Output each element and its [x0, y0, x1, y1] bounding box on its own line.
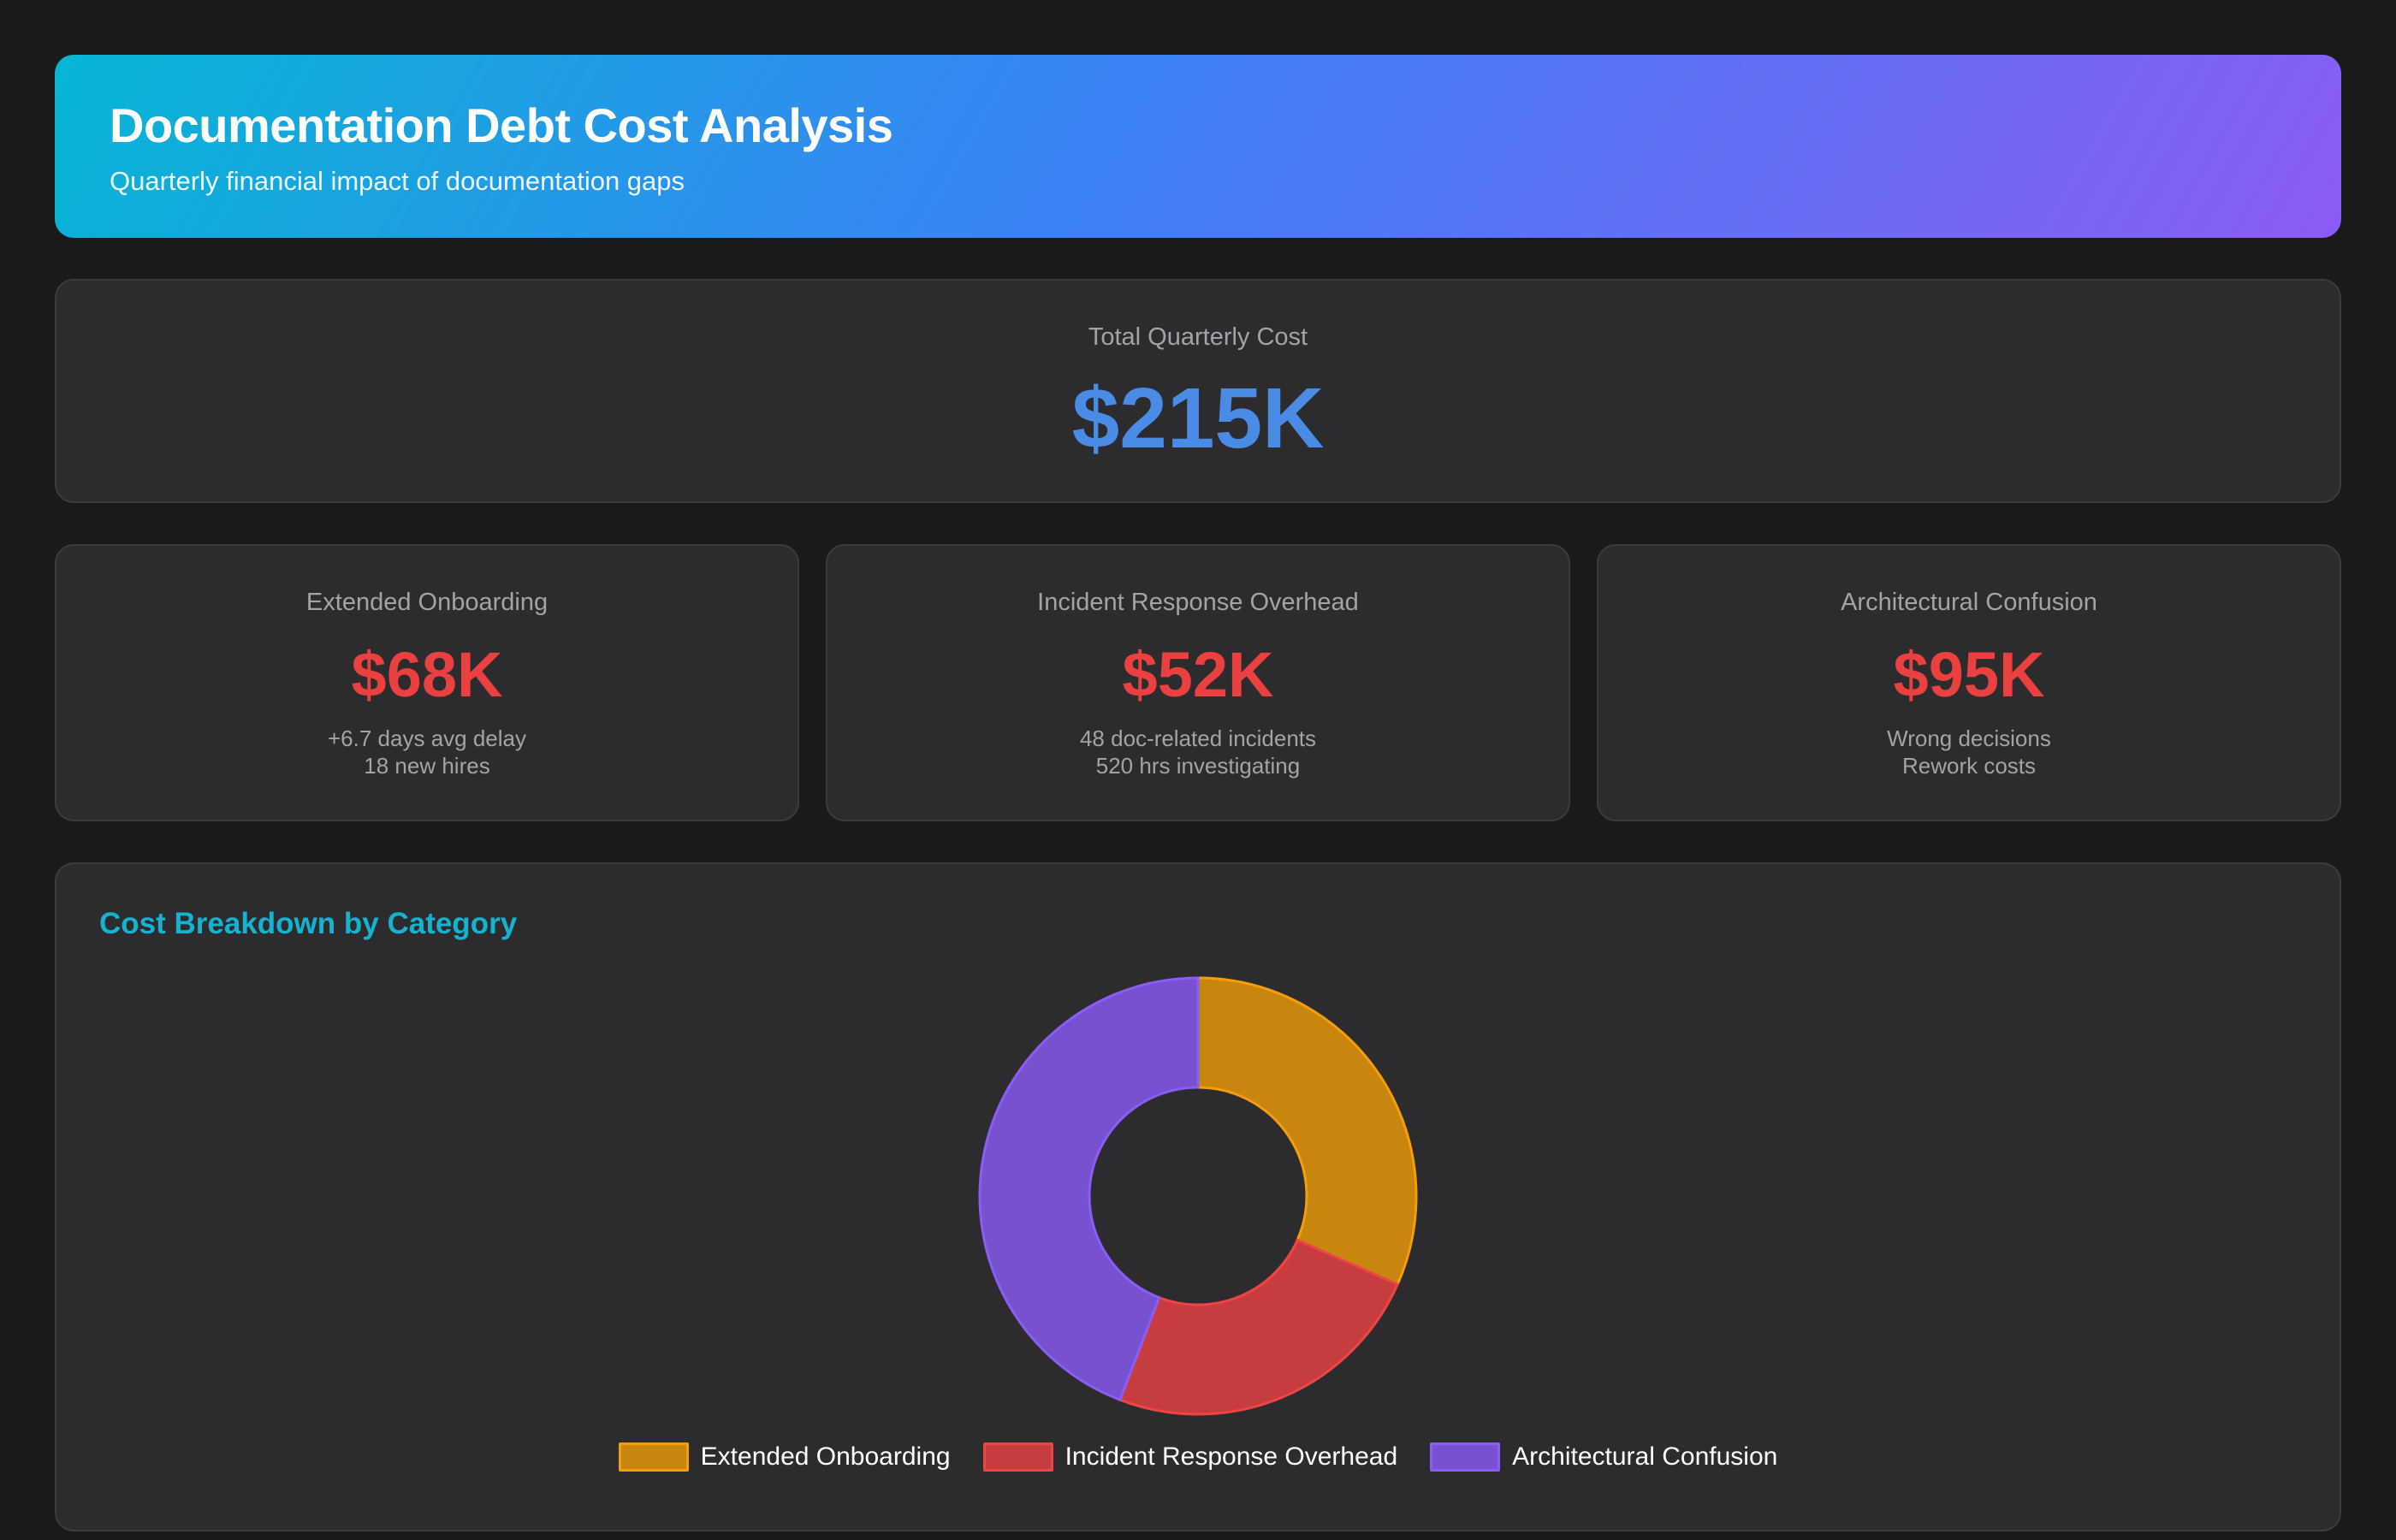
metric-card-onboarding: Extended Onboarding $68K +6.7 days avg d…: [55, 544, 799, 821]
legend-item[interactable]: Architectural Confusion: [1430, 1442, 1777, 1472]
total-cost-label: Total Quarterly Cost: [1088, 323, 1308, 351]
legend-swatch: [618, 1442, 689, 1472]
legend-swatch: [1430, 1442, 1501, 1472]
metric-detail: 48 doc-related incidents: [1079, 726, 1317, 751]
metric-card-architectural-confusion: Architectural Confusion $95K Wrong decis…: [1597, 544, 2341, 821]
metric-label: Architectural Confusion: [1841, 589, 2097, 616]
chart-legend: Extended Onboarding Incident Response Ove…: [56, 1442, 2340, 1472]
metric-value: $95K: [1893, 639, 2045, 710]
legend-item[interactable]: Extended Onboarding: [618, 1442, 951, 1472]
donut-chart: [978, 976, 1418, 1416]
donut-slice-extended-onboarding[interactable]: [1196, 976, 1418, 1287]
donut-slice-incident-response-overhead[interactable]: [1118, 1238, 1400, 1416]
page-subtitle: Quarterly financial impact of documentat…: [110, 166, 685, 196]
metric-detail: Rework costs: [1901, 753, 2037, 779]
cost-breakdown-card: Cost Breakdown by Category Extended Onbo…: [55, 862, 2341, 1531]
legend-label: Extended Onboarding: [700, 1442, 951, 1471]
metric-value: $52K: [1122, 639, 1274, 710]
legend-label: Architectural Confusion: [1512, 1442, 1778, 1471]
metric-label: Extended Onboarding: [305, 589, 549, 616]
metric-label: Incident Response Overhead: [1037, 589, 1359, 616]
chart-title: Cost Breakdown by Category: [99, 907, 518, 940]
total-cost-value: $215K: [1071, 370, 1325, 466]
metric-card-incident-response: Incident Response Overhead $52K 48 doc-r…: [826, 544, 1570, 821]
donut-slice-architectural-confusion[interactable]: [978, 976, 1200, 1402]
legend-item[interactable]: Incident Response Overhead: [982, 1442, 1398, 1472]
header-banner: Documentation Debt Cost Analysis Quarter…: [55, 55, 2341, 238]
legend-swatch: [982, 1442, 1053, 1472]
metric-detail: Wrong decisions: [1887, 726, 2051, 751]
legend-label: Incident Response Overhead: [1065, 1442, 1398, 1471]
metric-detail: 18 new hires: [364, 753, 490, 779]
metric-detail: +6.7 days avg delay: [328, 726, 526, 751]
page-title: Documentation Debt Cost Analysis: [110, 98, 893, 152]
total-cost-card: Total Quarterly Cost $215K: [55, 279, 2341, 503]
metric-value: $68K: [351, 639, 503, 710]
metric-detail: 520 hrs investigating: [1095, 753, 1301, 779]
